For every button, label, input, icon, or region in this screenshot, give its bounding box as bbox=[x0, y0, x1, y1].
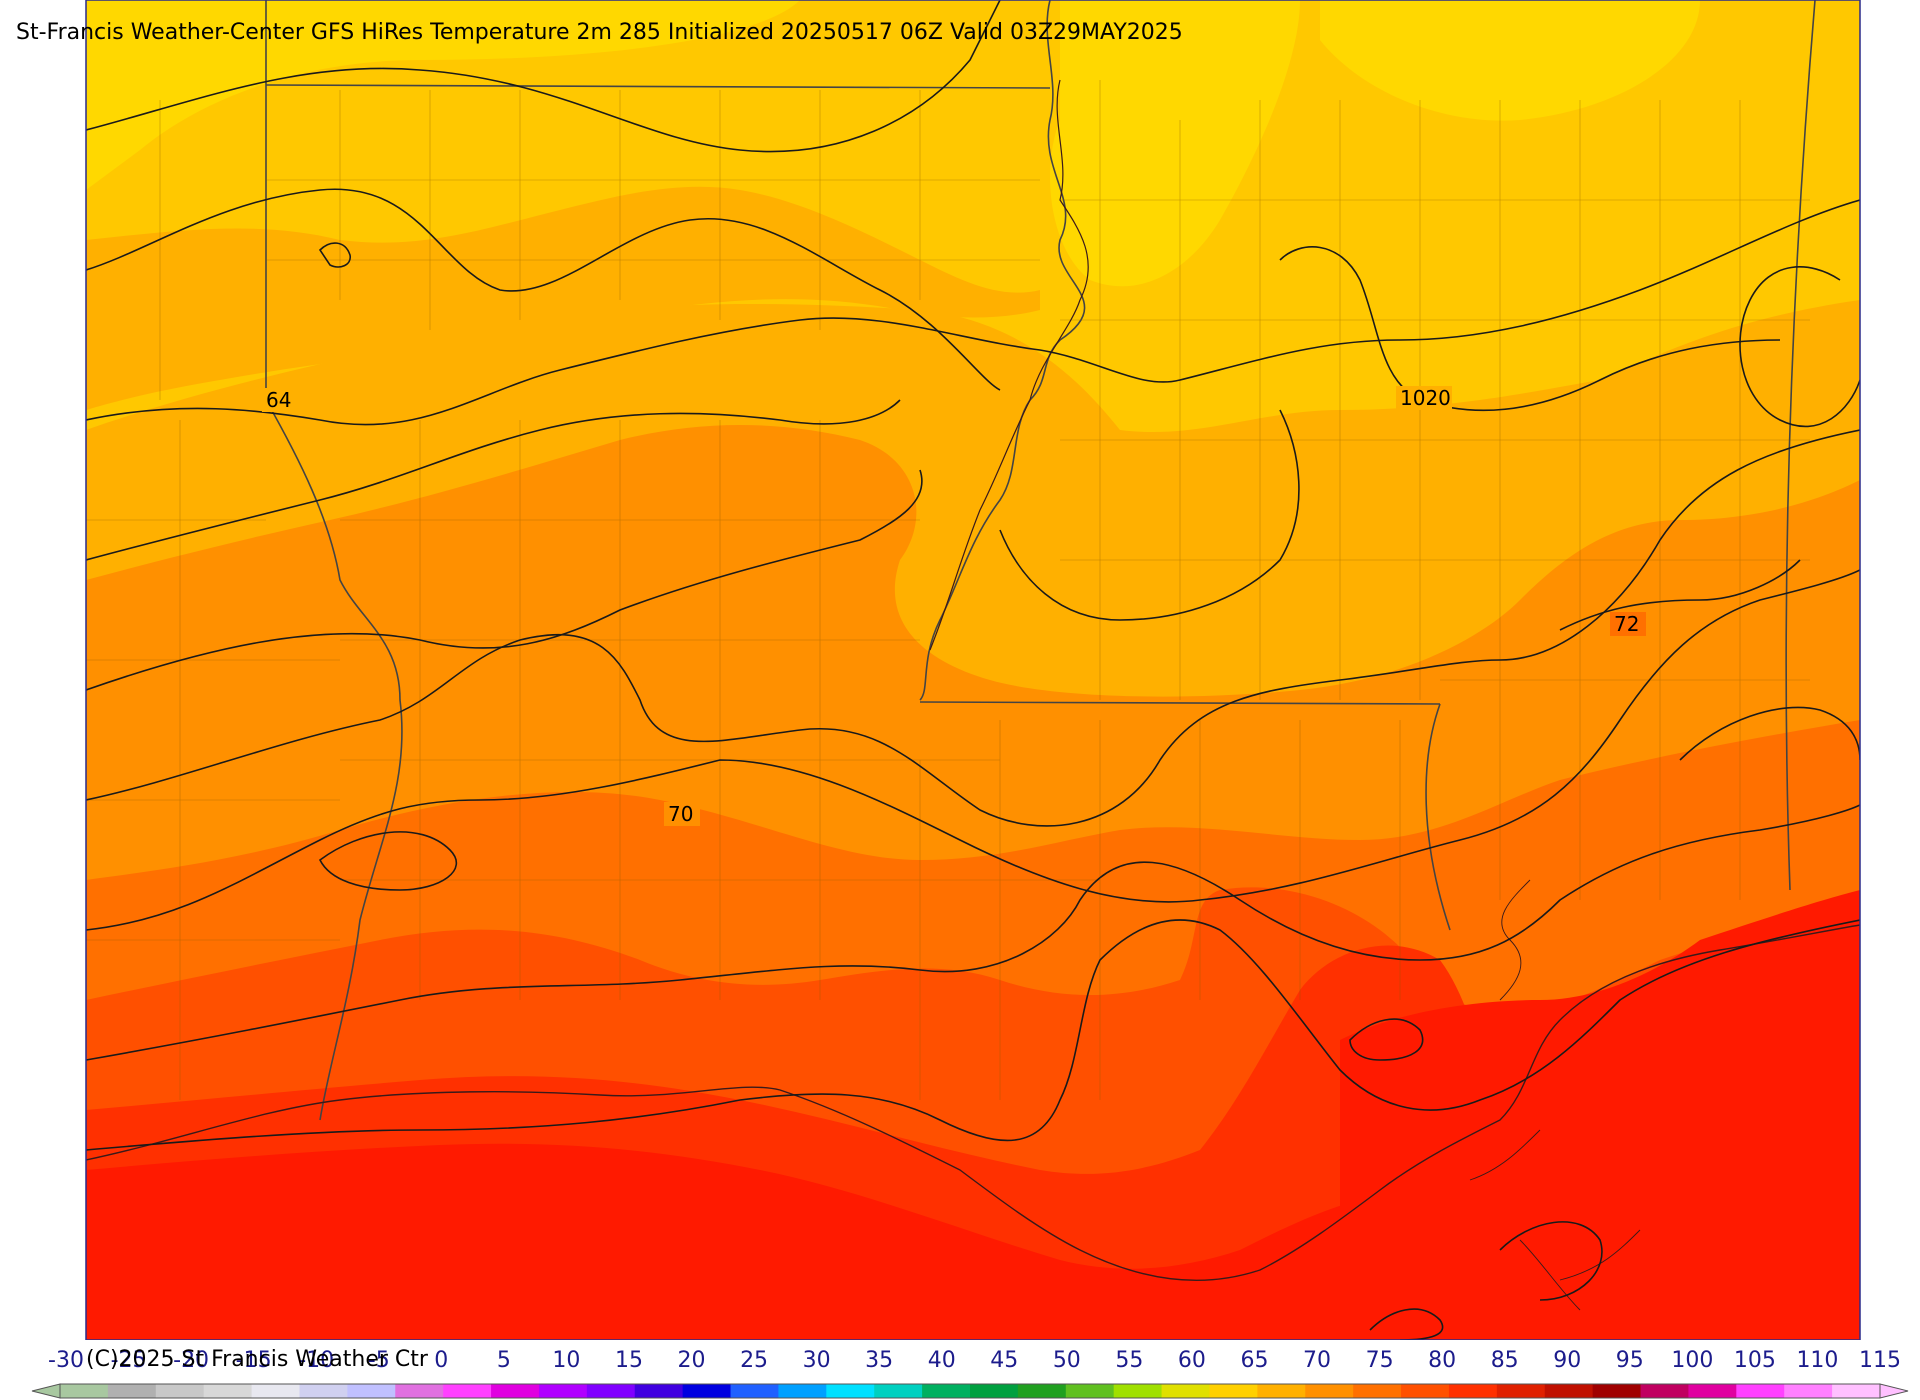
colorbar-swatch bbox=[1496, 1384, 1546, 1398]
colorbar-tick-label: 110 bbox=[1796, 1348, 1839, 1373]
colorbar-swatch bbox=[1832, 1384, 1881, 1398]
colorbar-tick-label: -10 bbox=[298, 1348, 335, 1373]
coastline bbox=[86, 924, 1860, 1282]
colorbar-left-arrow bbox=[31, 1383, 61, 1399]
colorbar-swatch bbox=[1161, 1384, 1210, 1398]
colorbar-swatch bbox=[730, 1384, 779, 1398]
colorbar-tick-label: 0 bbox=[434, 1348, 449, 1373]
colorbar-right-arrow bbox=[1879, 1383, 1909, 1399]
colorbar-swatch bbox=[395, 1384, 444, 1398]
band-65-70-north bbox=[86, 186, 1040, 410]
colorbar-swatch bbox=[1353, 1384, 1402, 1398]
colorbar-tick-label: 20 bbox=[677, 1348, 706, 1373]
colorbar-swatch bbox=[874, 1384, 923, 1398]
colorbar-swatch bbox=[1448, 1384, 1498, 1398]
colorbar-swatch bbox=[1784, 1384, 1833, 1398]
colorbar-swatch bbox=[1257, 1384, 1306, 1398]
colorbar-tick-label: 10 bbox=[552, 1348, 581, 1373]
colorbar-swatch bbox=[1544, 1384, 1594, 1398]
colorbar-swatch bbox=[299, 1384, 348, 1398]
colorbar-border bbox=[59, 1383, 1881, 1399]
colorbar-tick-label: -5 bbox=[367, 1348, 390, 1373]
band-95-100-gulf bbox=[1340, 890, 1860, 1340]
contour-lines bbox=[86, 0, 1860, 1340]
colorbar-tick-label: 5 bbox=[496, 1348, 511, 1373]
temperature-colorbar bbox=[31, 1383, 1909, 1399]
colorbar-swatch bbox=[682, 1384, 732, 1398]
contour-label-1020: 1020 bbox=[1400, 386, 1451, 410]
colorbar-swatch bbox=[1736, 1384, 1785, 1398]
colorbar-tick-label: 75 bbox=[1365, 1348, 1394, 1373]
map-frame: 64 70 72 1020 bbox=[85, 0, 1861, 1340]
colorbar-tick-label: 90 bbox=[1553, 1348, 1582, 1373]
colorbar-tick-label: 40 bbox=[927, 1348, 956, 1373]
colorbar-tick-label: 100 bbox=[1671, 1348, 1714, 1373]
colorbar-swatch bbox=[155, 1384, 205, 1398]
contour-labels: 64 70 72 1020 bbox=[262, 386, 1646, 826]
colorbar-swatch bbox=[251, 1384, 300, 1398]
colorbar-swatch bbox=[491, 1384, 540, 1398]
colorbar-swatch bbox=[826, 1384, 875, 1398]
contour-label-72: 72 bbox=[1614, 612, 1639, 636]
colorbar-tick-label: 65 bbox=[1240, 1348, 1269, 1373]
copyright-notice: (C)2025 St Francis Weather Ctr bbox=[86, 1347, 428, 1372]
colorbar-swatch bbox=[970, 1384, 1019, 1398]
band-55-60-c bbox=[86, 0, 800, 190]
colorbar-tick-label: 80 bbox=[1428, 1348, 1457, 1373]
colorbar-tick-label: -20 bbox=[173, 1348, 210, 1373]
temperature-map: 64 70 72 1020 bbox=[85, 0, 1861, 1340]
colorbar-tick-label: 105 bbox=[1733, 1348, 1776, 1373]
colorbar-swatch bbox=[634, 1384, 684, 1398]
colorbar-swatch bbox=[1017, 1384, 1067, 1398]
colorbar-tick-label: 85 bbox=[1490, 1348, 1519, 1373]
colorbar-swatch bbox=[586, 1384, 636, 1398]
mississippi-river bbox=[929, 79, 1089, 651]
colorbar-tick-label: -25 bbox=[110, 1348, 147, 1373]
coastline-marsh bbox=[1469, 879, 1641, 1311]
colorbar-swatch bbox=[1688, 1384, 1737, 1398]
map-title: St-Francis Weather-Center GFS HiRes Temp… bbox=[16, 20, 1183, 45]
colorbar-tick-label: 115 bbox=[1859, 1348, 1901, 1373]
colorbar-tick-label: 95 bbox=[1615, 1348, 1644, 1373]
colorbar-tick-label: 25 bbox=[740, 1348, 769, 1373]
county-lines bbox=[86, 80, 1810, 1100]
colorbar-tick-label: -30 bbox=[48, 1348, 84, 1373]
colorbar-swatch bbox=[443, 1384, 492, 1398]
colorbar-swatch bbox=[1065, 1384, 1115, 1398]
colorbar-swatch bbox=[1640, 1384, 1689, 1398]
colorbar-swatch bbox=[1113, 1384, 1163, 1398]
colorbar-tick-label: -15 bbox=[235, 1348, 272, 1373]
colorbar-swatch bbox=[1305, 1384, 1354, 1398]
band-55-60-b bbox=[1050, 0, 1300, 287]
colorbar-swatch bbox=[203, 1384, 253, 1398]
colorbar-tick-label: 30 bbox=[802, 1348, 831, 1373]
colorbar-swatch bbox=[1592, 1384, 1642, 1398]
colorbar-tick-label: 15 bbox=[614, 1348, 643, 1373]
colorbar-tick-label: 50 bbox=[1052, 1348, 1081, 1373]
contour-label-64: 64 bbox=[266, 388, 291, 412]
colorbar-swatch bbox=[1401, 1384, 1450, 1398]
contour-label-70: 70 bbox=[668, 802, 693, 826]
colorbar-tick-label: 70 bbox=[1303, 1348, 1332, 1373]
colorbar-tick-label: 35 bbox=[865, 1348, 894, 1373]
colorbar-swatch bbox=[60, 1384, 109, 1398]
colorbar-swatch bbox=[538, 1384, 588, 1398]
colorbar-swatch bbox=[107, 1384, 157, 1398]
colorbar-swatch bbox=[778, 1384, 827, 1398]
colorbar-swatch bbox=[922, 1384, 971, 1398]
colorbar-tick-label: 55 bbox=[1115, 1348, 1144, 1373]
colorbar-swatch bbox=[347, 1384, 396, 1398]
band-55-60 bbox=[1320, 0, 1700, 121]
colorbar-tick-label: 45 bbox=[990, 1348, 1019, 1373]
colorbar-tick-label: 60 bbox=[1177, 1348, 1206, 1373]
colorbar-swatch bbox=[1209, 1384, 1258, 1398]
